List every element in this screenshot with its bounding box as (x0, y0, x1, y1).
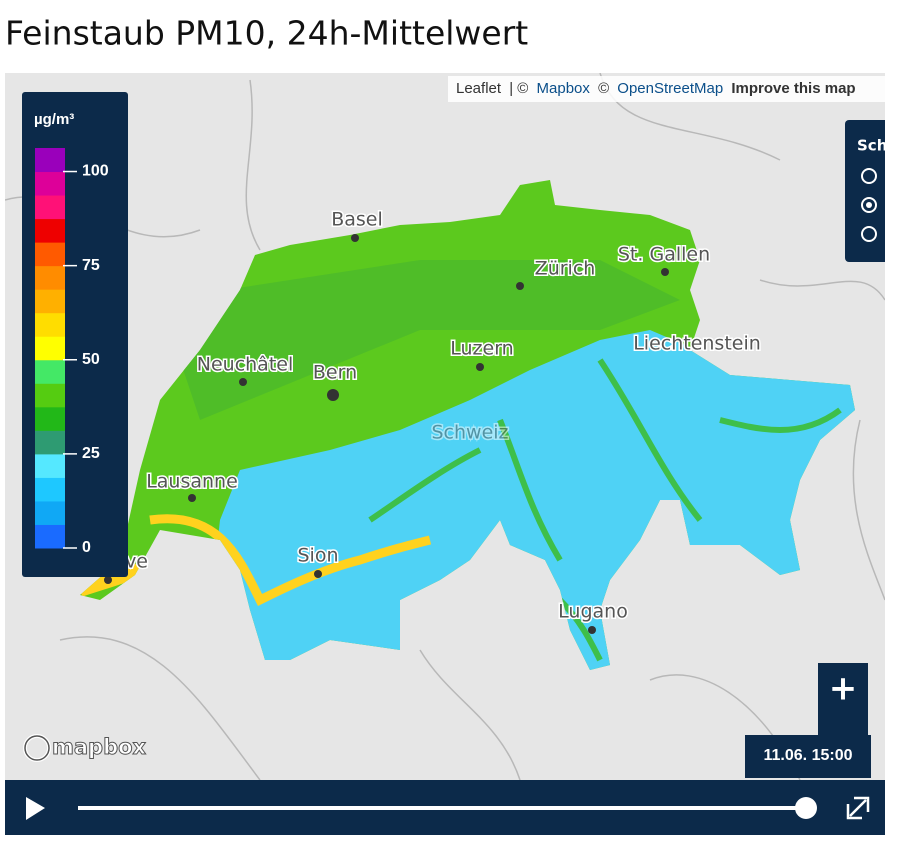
legend-color-band (35, 359, 65, 384)
legend-color-band (35, 265, 65, 290)
city-dot (104, 576, 112, 584)
legend-color-band (35, 195, 65, 220)
attribution-link[interactable]: Mapbox (537, 80, 591, 97)
layer-control: Sch (845, 120, 887, 262)
slider-knob[interactable] (795, 797, 817, 819)
mapbox-logo[interactable]: mapbox (23, 734, 147, 762)
attribution-link[interactable]: Leaflet (456, 80, 502, 97)
legend-color-band (35, 383, 65, 408)
map[interactable]: Basel Zürich St. Gallen Liechtenstein Ne… (5, 73, 900, 780)
player-bar (5, 780, 885, 835)
place-label: Neuchâtel (197, 354, 294, 376)
place-label: Lausanne (146, 471, 238, 493)
legend-color-band (35, 171, 65, 196)
layer-radio-selected (866, 202, 872, 208)
legend-color-band (35, 524, 65, 549)
legend-color-band (35, 430, 65, 455)
zoom-in-label: + (829, 669, 858, 709)
city-dot (588, 626, 596, 634)
layer-panel (845, 120, 885, 262)
fullscreen-button[interactable] (846, 796, 870, 820)
legend-tick-label: 75 (82, 257, 100, 274)
legend-tick-label: 25 (82, 445, 100, 462)
play-button[interactable] (26, 797, 45, 820)
place-label: Sion (297, 545, 338, 567)
logo-text: mapbox (52, 735, 147, 759)
legend-tick-label: 0 (82, 539, 91, 556)
legend-color-band (35, 336, 65, 361)
city-dot (476, 363, 484, 371)
city-dot (516, 282, 524, 290)
place-label: Liechtenstein (633, 333, 761, 355)
legend-color-band (35, 406, 65, 431)
city-dot (239, 378, 247, 386)
legend-color-band (35, 289, 65, 314)
legend-color-band (35, 312, 65, 337)
city-dot (661, 268, 669, 276)
legend-color-band (35, 242, 65, 267)
place-label: Zürich (535, 258, 596, 280)
layer-radio[interactable] (861, 197, 877, 213)
legend-color-band (35, 477, 65, 502)
page-title: Feinstaub PM10, 24h-Mittelwert (5, 14, 528, 53)
legend-color-band (35, 453, 65, 478)
layer-radio[interactable] (861, 168, 877, 184)
legend-tick-label: 50 (82, 351, 100, 368)
legend-color-band (35, 500, 65, 525)
attribution-link[interactable]: Improve this map (731, 80, 855, 97)
place-label: Schweiz (431, 422, 508, 444)
legend-color-band (35, 218, 65, 243)
city-dot (314, 570, 322, 578)
legend-unit: µg/m³ (34, 111, 74, 128)
time-box (745, 735, 871, 778)
attribution-box (448, 76, 885, 102)
place-label: Basel (331, 209, 383, 231)
legend: µg/m³ 0 25 50 75 100 (22, 92, 128, 577)
layer-label: Sch (857, 137, 887, 155)
attribution-link[interactable]: OpenStreetMap (617, 80, 723, 97)
legend-color-band (35, 148, 65, 173)
city-dot (351, 234, 359, 242)
attribution-text: | © (509, 80, 528, 97)
place-label: Bern (313, 362, 357, 384)
attribution-text: © (598, 80, 609, 97)
place-label: Luzern (450, 338, 513, 360)
time-label: 11.06. 15:00 (764, 747, 853, 764)
legend-tick-label: 100 (82, 163, 109, 180)
layer-radio[interactable] (861, 226, 877, 242)
place-label: St. Gallen (618, 244, 710, 266)
city-dot (327, 389, 339, 401)
attribution: Leaflet | © Mapbox © OpenStreetMap Impro… (456, 80, 856, 97)
place-label: Lugano (558, 601, 628, 623)
city-dot (188, 494, 196, 502)
zoom-in-button[interactable]: + (818, 663, 868, 735)
